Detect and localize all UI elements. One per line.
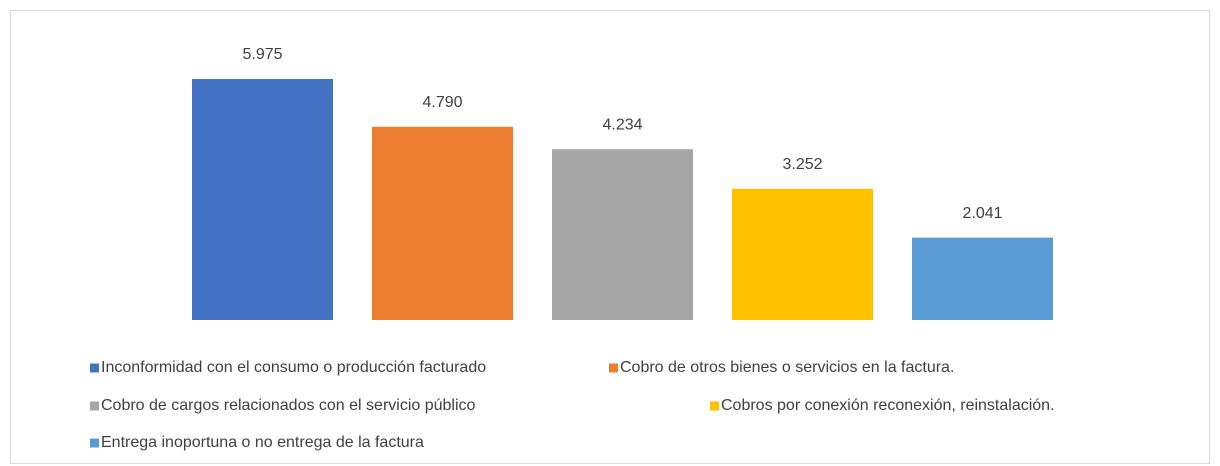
legend-swatch: [609, 363, 618, 373]
legend-swatch: [710, 401, 719, 411]
bar: [372, 126, 513, 320]
legend-label: Cobro de otros bienes o servicios en la …: [620, 359, 954, 376]
legend-swatch: [90, 401, 99, 411]
legend-label: Cobros por conexión reconexión, reinstal…: [721, 397, 1055, 414]
data-label: 4.790: [422, 94, 462, 111]
data-label: 5.975: [242, 46, 282, 63]
bar: [912, 237, 1053, 320]
data-label: 2.041: [962, 205, 1002, 222]
data-label: 3.252: [782, 156, 822, 173]
legend-label: Entrega inoportuna o no entrega de la fa…: [101, 434, 424, 451]
bar: [732, 188, 873, 320]
legend-label: Cobro de cargos relacionados con el serv…: [101, 397, 476, 414]
legend-label: Inconformidad con el consumo o producció…: [101, 359, 486, 376]
bar: [192, 79, 333, 320]
legend-swatch: [90, 363, 99, 373]
bar: [552, 149, 693, 320]
data-label: 4.234: [602, 116, 642, 133]
legend-swatch: [90, 438, 99, 448]
